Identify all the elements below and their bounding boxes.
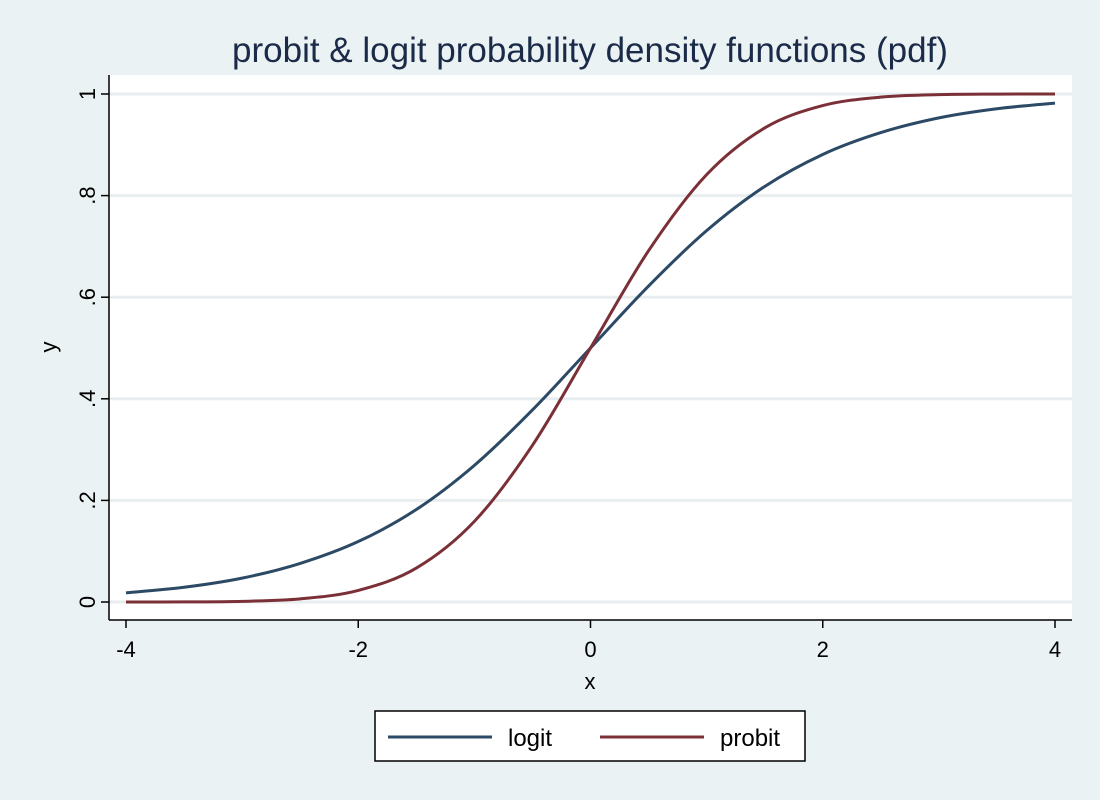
x-tick-label: -2 xyxy=(348,637,368,662)
y-axis-title: y xyxy=(36,342,61,353)
axes: 0 .2 .4 .6 .8 1 -4 -2 0 2 4 xyxy=(75,75,1072,662)
x-axis-title: x xyxy=(585,669,596,694)
legend: logit probit xyxy=(374,710,806,762)
series-line-probit xyxy=(125,92,1056,604)
y-tick-label: 0 xyxy=(75,596,100,608)
x-tick-label: -4 xyxy=(116,637,136,662)
x-tick-label: 2 xyxy=(817,637,829,662)
y-tick-label: .2 xyxy=(75,491,100,509)
y-tick-label: 1 xyxy=(75,88,100,100)
y-tick-label: .6 xyxy=(75,288,100,306)
x-tick-label: 0 xyxy=(584,637,596,662)
y-tick-label: .8 xyxy=(75,186,100,204)
legend-label-probit: probit xyxy=(720,725,780,752)
x-tick-label: 4 xyxy=(1049,637,1061,662)
series-lines xyxy=(125,92,1056,604)
chart-title: probit & logit probability density funct… xyxy=(232,31,948,70)
legend-label-logit: logit xyxy=(508,725,552,752)
y-tick-label: .4 xyxy=(75,390,100,408)
